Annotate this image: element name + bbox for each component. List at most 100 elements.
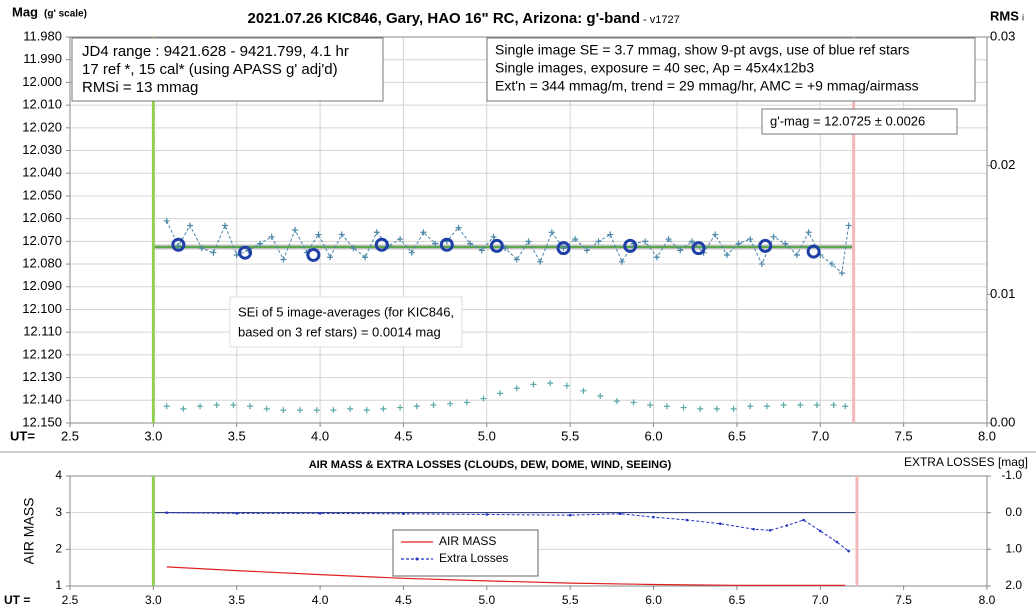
data-point xyxy=(447,400,454,407)
y2-tick-label: 1.0 xyxy=(1005,542,1022,556)
data-point xyxy=(560,245,567,252)
data-point xyxy=(845,222,852,229)
data-point xyxy=(805,229,812,236)
y-tick-label: 12.030 xyxy=(22,142,62,157)
data-point xyxy=(735,240,742,247)
data-point xyxy=(838,270,845,277)
y-tick-label: 4 xyxy=(55,468,62,482)
annotation-text: SEi of 5 image-averages (for KIC846, xyxy=(238,304,454,319)
y-tick-label: 11.990 xyxy=(23,51,62,66)
y-tick-label: 12.110 xyxy=(23,324,62,339)
data-point xyxy=(455,224,462,231)
data-point xyxy=(222,222,229,229)
data-point xyxy=(213,401,220,408)
data-point xyxy=(793,251,800,258)
data-point xyxy=(497,390,504,397)
data-point xyxy=(595,238,602,245)
data-point xyxy=(768,528,772,532)
data-point xyxy=(362,254,369,261)
data-point xyxy=(397,404,404,411)
x-tick-label: 7.5 xyxy=(895,428,913,443)
y-tick-label: 12.100 xyxy=(22,301,62,316)
data-point xyxy=(420,229,427,236)
data-point xyxy=(210,249,217,256)
data-point xyxy=(327,254,334,261)
series-line xyxy=(166,566,846,586)
annotation-text: Single image SE = 3.7 mmag, show 9-pt av… xyxy=(495,42,909,58)
legend-label: Extra Losses xyxy=(439,551,508,565)
data-point xyxy=(763,403,770,410)
data-point xyxy=(165,511,169,514)
y2-axis-label: RMS xyxy=(990,8,1019,23)
data-point xyxy=(280,407,287,414)
x-tick-label: 5.0 xyxy=(478,593,495,607)
annotation-box xyxy=(229,296,463,348)
data-point xyxy=(568,513,572,517)
annotation-text: RMSi = 13 mmag xyxy=(82,79,198,96)
average-point xyxy=(691,241,706,256)
x-tick-label: 8.0 xyxy=(979,593,996,607)
y2-axis-label: EXTRA LOSSES [mag] xyxy=(904,455,1028,469)
y2-tick-label: 0.01 xyxy=(990,286,1015,301)
x-tick-label: 3.5 xyxy=(228,428,246,443)
annotation-text: based on 3 ref stars) = 0.0014 mag xyxy=(238,324,441,339)
x-tick-label: 4.5 xyxy=(394,428,412,443)
x-tick-label: 6.0 xyxy=(645,593,662,607)
data-point xyxy=(175,242,182,249)
x-tick-label: 3.0 xyxy=(145,593,162,607)
y-tick-label: 12.060 xyxy=(22,210,62,225)
data-point xyxy=(828,261,835,268)
x-tick-label: 4.0 xyxy=(311,428,329,443)
y-tick-label: 11.980 xyxy=(23,28,62,43)
data-point xyxy=(187,222,194,229)
data-point xyxy=(280,256,287,263)
data-point xyxy=(752,527,755,531)
data-point xyxy=(235,512,239,515)
y-tick-label: 12.000 xyxy=(22,74,62,89)
average-point xyxy=(238,245,253,260)
y2-tick-label: 0.0 xyxy=(1005,505,1022,519)
annotation-text: Ext'n = 344 mmag/m, trend = 29 mmag/hr, … xyxy=(495,78,919,94)
data-point xyxy=(688,238,695,245)
y-tick-label: 12.120 xyxy=(22,346,62,361)
data-point xyxy=(513,256,520,263)
data-point xyxy=(663,403,670,410)
x-tick-label: 5.0 xyxy=(478,428,496,443)
data-point xyxy=(797,401,804,408)
series-line xyxy=(166,220,850,275)
chart-title: AIR MASS & EXTRA LOSSES (CLOUDS, DEW, DO… xyxy=(309,459,672,471)
data-point xyxy=(408,249,415,256)
data-point xyxy=(607,231,614,238)
data-point xyxy=(338,231,345,238)
x-tick-label: 5.5 xyxy=(562,593,579,607)
x-tick-label: 6.5 xyxy=(729,593,746,607)
data-point xyxy=(198,245,205,252)
data-point xyxy=(485,513,489,516)
data-point xyxy=(818,529,822,533)
data-point xyxy=(480,395,487,402)
data-point xyxy=(330,407,337,414)
annotation-text: JD4 range : 9421.628 - 9421.799, 4.1 hr xyxy=(82,43,349,60)
data-point xyxy=(432,240,439,247)
x-tick-label: 4.0 xyxy=(312,593,329,607)
average-point xyxy=(556,241,571,256)
data-point xyxy=(525,238,532,245)
annotation-box xyxy=(486,37,976,102)
data-point xyxy=(413,403,420,410)
x-axis-label: UT= xyxy=(10,428,35,443)
data-point xyxy=(697,405,704,412)
y-tick-label: 12.080 xyxy=(22,255,62,270)
y-axis-label: Mag xyxy=(12,4,38,19)
data-point xyxy=(490,233,497,240)
annotation-text: Single images, exposure = 40 sec, Ap = 4… xyxy=(495,60,814,76)
data-point xyxy=(730,405,737,412)
data-point xyxy=(680,404,687,411)
legend-label: AIR MASS xyxy=(439,534,496,548)
annotation-box xyxy=(761,108,958,135)
data-point xyxy=(263,405,270,412)
data-point xyxy=(513,385,520,392)
data-point xyxy=(313,407,320,414)
y2-tick-label: 0.03 xyxy=(990,28,1015,43)
data-point xyxy=(247,403,254,410)
